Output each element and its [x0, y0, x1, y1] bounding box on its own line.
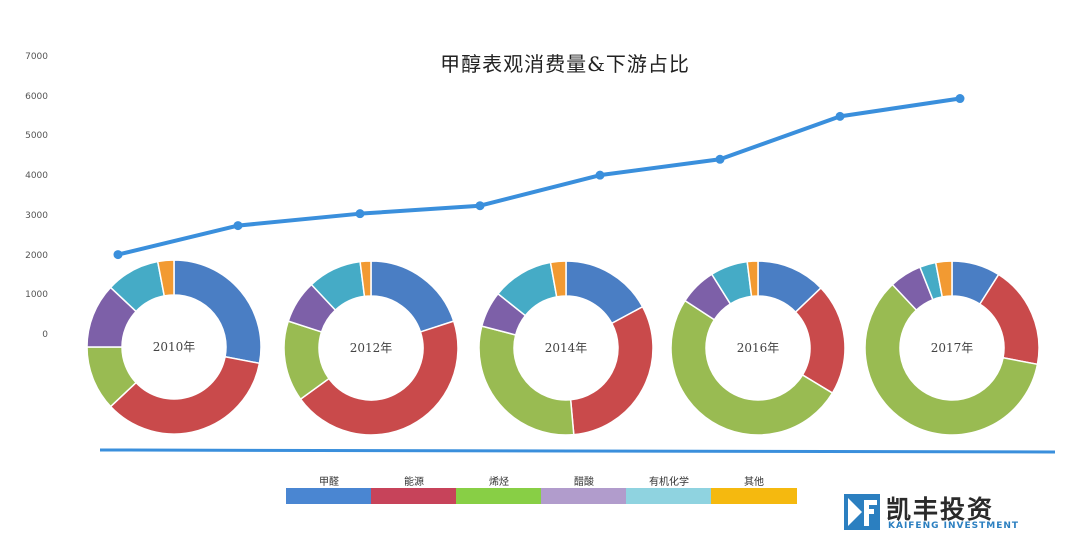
legend-swatch — [711, 488, 797, 504]
legend-swatch — [456, 488, 542, 504]
donut-slice — [746, 260, 759, 298]
kaifeng-logo-icon — [844, 494, 880, 530]
consumption-line — [116, 96, 962, 257]
donut-slice — [670, 299, 834, 436]
kaifeng-logo: 凯丰投资 KAIFENG INVESTMENT — [842, 488, 1062, 538]
line-point — [595, 170, 605, 180]
legend-label: 其他 — [744, 477, 764, 488]
donut-slice — [569, 305, 654, 436]
y-tick-label: 5000 — [25, 131, 48, 142]
donut-slice — [934, 260, 953, 298]
y-tick-label: 2000 — [25, 250, 48, 261]
legend-label: 烯烃 — [489, 477, 509, 488]
donut-slice — [549, 260, 567, 298]
donut-year-label: 2017年 — [931, 341, 974, 355]
y-tick-label: 6000 — [25, 91, 48, 102]
y-tick-label: 7000 — [25, 52, 48, 62]
legend-label: 甲醛 — [319, 477, 339, 488]
legend-item: 烯烃 — [456, 473, 542, 505]
y-tick-label: 1000 — [25, 290, 48, 301]
line-point — [475, 201, 485, 211]
chart-title: 甲醇表观消费量&下游占比 — [440, 52, 690, 76]
donut-slice — [109, 355, 261, 435]
legend-swatch — [286, 488, 372, 504]
donut-year-label: 2014年 — [545, 341, 588, 355]
legend-item: 有机化学 — [626, 473, 712, 505]
logo-name: 凯丰投资 — [886, 495, 995, 524]
y-tick-label: 0 — [42, 330, 48, 340]
legend-item: 能源 — [371, 473, 457, 505]
donut-slice — [299, 320, 459, 436]
donut-slice — [156, 259, 175, 297]
y-tick-label: 3000 — [25, 210, 48, 221]
line-point — [955, 94, 965, 104]
line-point — [355, 209, 365, 219]
donut-slice — [370, 260, 455, 333]
donut-slice — [864, 283, 1039, 436]
legend-swatch — [541, 488, 627, 504]
logo-subtitle: KAIFENG INVESTMENT — [888, 521, 1020, 531]
legend-item: 其他 — [711, 473, 797, 505]
legend-label: 醋酸 — [574, 477, 594, 488]
donut-year-label: 2012年 — [350, 341, 393, 355]
legend: 甲醛 能源 烯烃 醋酸 有机化学 其他 — [286, 473, 798, 505]
donut-year-label: 2010年 — [153, 340, 196, 354]
donut-slice — [478, 325, 575, 436]
legend-label: 能源 — [404, 477, 424, 488]
legend-swatch — [626, 488, 712, 504]
line-point — [233, 221, 243, 231]
legend-label: 有机化学 — [649, 477, 689, 488]
legend-item: 甲醛 — [286, 473, 372, 505]
line-point — [715, 154, 725, 164]
donut-year-label: 2016年 — [737, 341, 780, 355]
legend-swatch — [371, 488, 457, 504]
y-tick-label: 4000 — [25, 171, 48, 182]
donut-slice — [359, 260, 372, 298]
line-point — [835, 111, 845, 121]
baseline — [99, 448, 1056, 454]
legend-item: 醋酸 — [541, 473, 627, 505]
line-point — [113, 250, 123, 260]
